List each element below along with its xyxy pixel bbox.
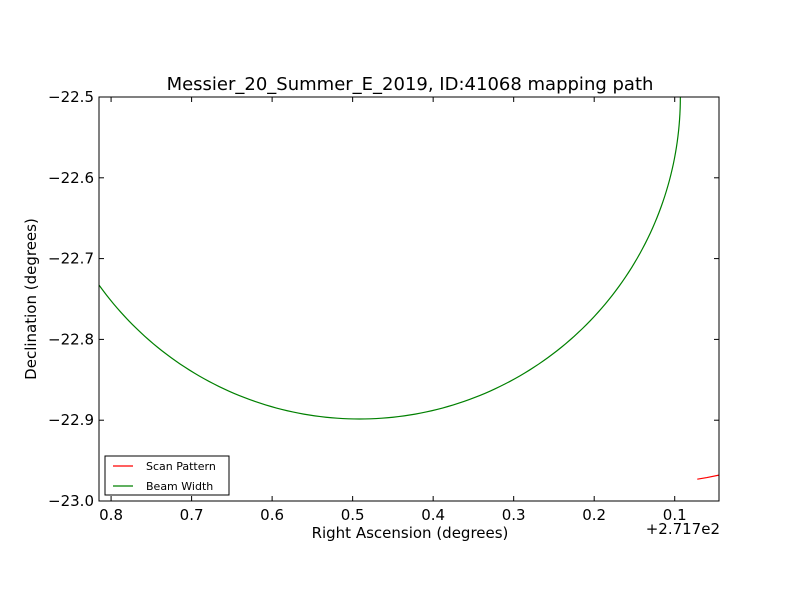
x-tick-label: 0.6 <box>260 506 284 524</box>
y-tick-label: −22.8 <box>48 330 94 348</box>
x-tick-label: 0.5 <box>341 506 365 524</box>
x-tick-label: 0.1 <box>663 506 687 524</box>
x-offset-label: +2.717e2 <box>646 520 720 538</box>
tick-layer: 0.8 0.7 0.6 0.5 0.4 0.3 0.2 0.1 −23.0 −22.9 −22.8 −… <box>48 88 719 524</box>
x-tick-label: 0.8 <box>99 506 123 524</box>
legend-box <box>104 455 230 496</box>
series-scan-pattern <box>697 474 719 480</box>
y-tick-label: −22.6 <box>48 169 94 187</box>
x-tick-label: 0.4 <box>421 506 445 524</box>
series-layer <box>99 97 719 480</box>
x-tick-label: 0.2 <box>582 506 606 524</box>
plot-frame <box>98 96 720 502</box>
y-tick-label: −23.0 <box>48 492 94 510</box>
y-axis-label: Declination (degrees) <box>22 218 40 380</box>
y-tick-label: −22.7 <box>48 250 94 268</box>
legend: Scan Pattern Beam Width <box>104 455 230 496</box>
y-tick-label: −22.5 <box>48 88 94 106</box>
y-tick-label: −22.9 <box>48 411 94 429</box>
legend-label-scan-pattern: Scan Pattern <box>146 460 216 473</box>
chart-title: Messier_20_Summer_E_2019, ID:41068 mappi… <box>167 74 654 95</box>
legend-label-beam-width: Beam Width <box>146 480 213 493</box>
x-tick-label: 0.7 <box>180 506 204 524</box>
x-tick-label: 0.3 <box>502 506 526 524</box>
plot-area <box>99 97 719 501</box>
x-axis-label: Right Ascension (degrees) <box>312 524 509 542</box>
series-beam-width <box>99 97 681 420</box>
